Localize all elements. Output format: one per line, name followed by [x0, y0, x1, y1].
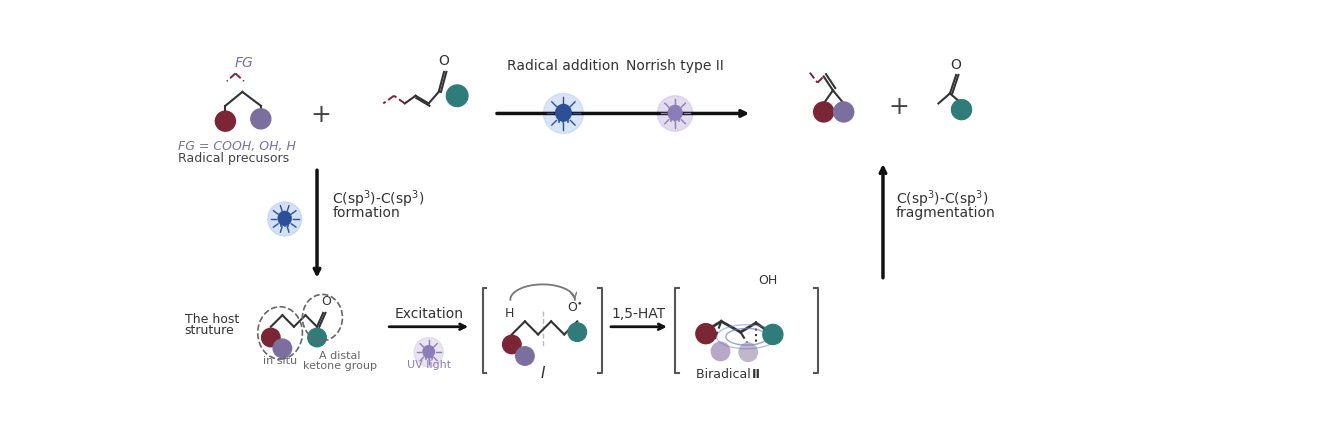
Circle shape — [834, 102, 854, 122]
Circle shape — [668, 107, 682, 120]
Circle shape — [711, 342, 730, 360]
Text: FG: FG — [234, 57, 253, 70]
Circle shape — [696, 324, 716, 344]
Text: 1,5-HAT: 1,5-HAT — [612, 307, 665, 320]
Text: C(sp$^3$)-C(sp$^3$): C(sp$^3$)-C(sp$^3$) — [896, 189, 988, 210]
Text: Radical addition: Radical addition — [507, 59, 620, 73]
Text: C(sp$^3$)-C(sp$^3$): C(sp$^3$)-C(sp$^3$) — [332, 189, 424, 210]
Circle shape — [216, 111, 236, 131]
Circle shape — [446, 85, 467, 106]
Text: fragmentation: fragmentation — [896, 206, 996, 220]
Text: ketone group: ketone group — [303, 361, 378, 371]
Circle shape — [261, 328, 280, 347]
Text: The host: The host — [185, 312, 238, 326]
Circle shape — [556, 105, 570, 120]
Circle shape — [657, 96, 692, 131]
Circle shape — [556, 106, 570, 121]
Text: +: + — [888, 95, 909, 119]
Circle shape — [279, 213, 291, 225]
Text: UV light: UV light — [407, 360, 451, 369]
Circle shape — [268, 202, 301, 236]
Circle shape — [414, 337, 443, 367]
Text: +: + — [311, 103, 331, 127]
Circle shape — [763, 324, 783, 344]
Text: formation: formation — [332, 206, 400, 220]
Text: FG = COOH, OH, H: FG = COOH, OH, H — [178, 141, 296, 154]
Circle shape — [279, 211, 291, 224]
Text: Norrish type II: Norrish type II — [627, 59, 724, 73]
Text: H: H — [505, 307, 514, 320]
Text: struture: struture — [185, 324, 234, 337]
Circle shape — [739, 343, 758, 361]
Circle shape — [952, 100, 972, 120]
Text: Radical precusors: Radical precusors — [178, 152, 289, 165]
Text: II: II — [751, 368, 761, 381]
Circle shape — [423, 347, 434, 358]
Circle shape — [273, 339, 292, 357]
Circle shape — [814, 102, 834, 122]
Text: O: O — [951, 58, 961, 72]
Text: O$^{\bullet}$: O$^{\bullet}$ — [566, 302, 582, 315]
Text: I: I — [541, 366, 545, 381]
Text: OH: OH — [758, 275, 777, 287]
Circle shape — [516, 347, 534, 365]
Text: A distal: A distal — [320, 351, 362, 361]
Circle shape — [502, 335, 521, 354]
Text: in situ: in situ — [262, 356, 297, 366]
Circle shape — [544, 93, 584, 134]
Circle shape — [308, 328, 327, 347]
Circle shape — [568, 323, 586, 341]
Circle shape — [668, 105, 682, 119]
Circle shape — [423, 346, 434, 356]
Text: O: O — [321, 295, 331, 308]
Text: Excitation: Excitation — [394, 307, 463, 320]
Text: O: O — [439, 54, 450, 68]
Text: Biradical: Biradical — [696, 368, 754, 381]
Circle shape — [250, 109, 270, 129]
